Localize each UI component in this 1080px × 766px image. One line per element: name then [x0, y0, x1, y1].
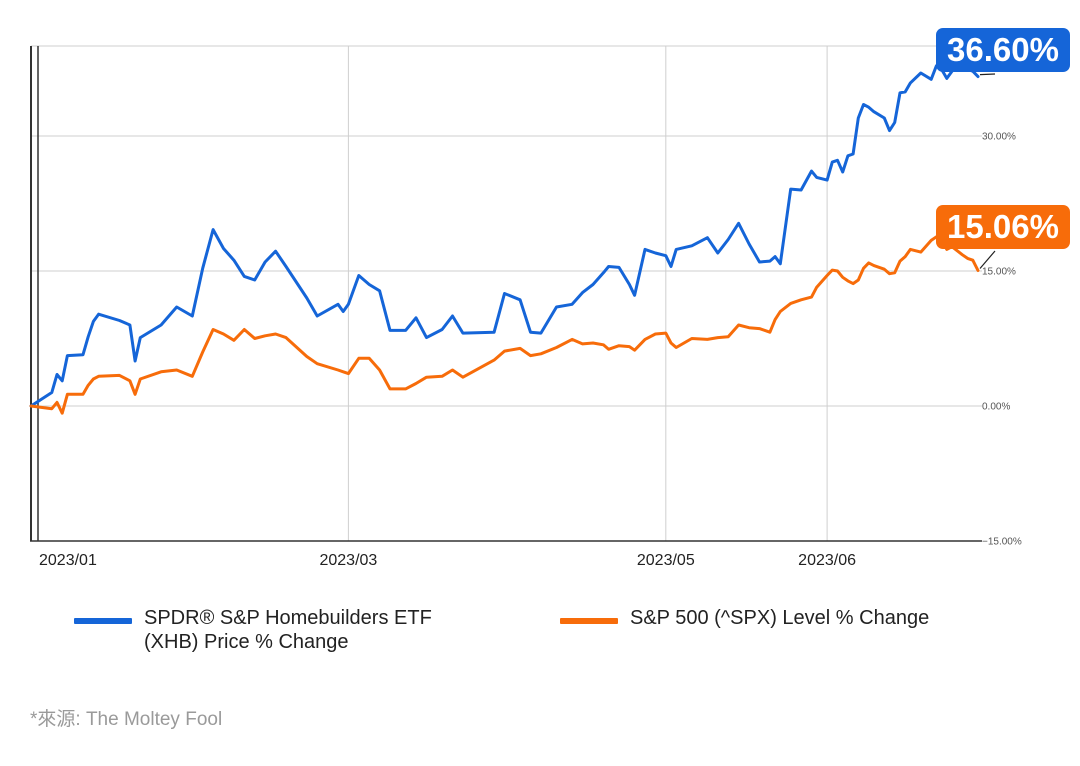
vertical-gridlines — [347, 46, 828, 541]
x-tick-label: 2023/01 — [39, 552, 97, 569]
callout-value: 36.60% — [947, 31, 1059, 68]
x-tick-label: 2023/05 — [637, 552, 695, 569]
y-tick-label: 30.00% — [982, 132, 1016, 143]
x-axis-tick-labels: 2023/01 2023/03 2023/05 2023/06 — [39, 552, 856, 569]
legend-swatch-blue — [74, 618, 132, 624]
callout-box — [936, 205, 1070, 249]
y-axis-tick-labels: 30.00% 15.00% 0.00% −15.00% — [982, 132, 1022, 548]
callout-box — [936, 28, 1070, 72]
legend-swatch-orange — [560, 618, 618, 624]
legend-item-xhb: SPDR® S&P Homebuilders ETF (XHB) Price %… — [74, 606, 434, 654]
legend-label-xhb: SPDR® S&P Homebuilders ETF (XHB) Price %… — [144, 607, 432, 653]
horizontal-gridlines — [31, 45, 982, 407]
end-value-callouts: 36.60% 15.06% — [936, 28, 1070, 269]
callout-leader-line — [979, 73, 996, 76]
legend-label-spx: S&P 500 (^SPX) Level % Change — [630, 607, 930, 629]
callout-leader-line — [979, 250, 996, 269]
series-lines — [29, 62, 980, 415]
x-tick-label: 2023/06 — [798, 552, 856, 569]
series-line-spx — [29, 235, 980, 415]
line-chart: 30.00%15.00%0.00%−15.00% 2023/01 2023/03 2… — [29, 28, 1070, 569]
series-line-xhb — [29, 62, 980, 408]
y-tick-label: −15.00% — [982, 537, 1022, 548]
callout-value: 15.06% — [947, 208, 1059, 245]
y-tick-label: 15.00% — [982, 267, 1016, 278]
y-tick-label: 0.00% — [982, 402, 1010, 413]
legend-item-spx: S&P 500 (^SPX) Level % Change — [560, 606, 929, 630]
x-tick-label: 2023/03 — [319, 552, 377, 569]
source-note: *來源: The Moltey Fool — [30, 709, 223, 730]
